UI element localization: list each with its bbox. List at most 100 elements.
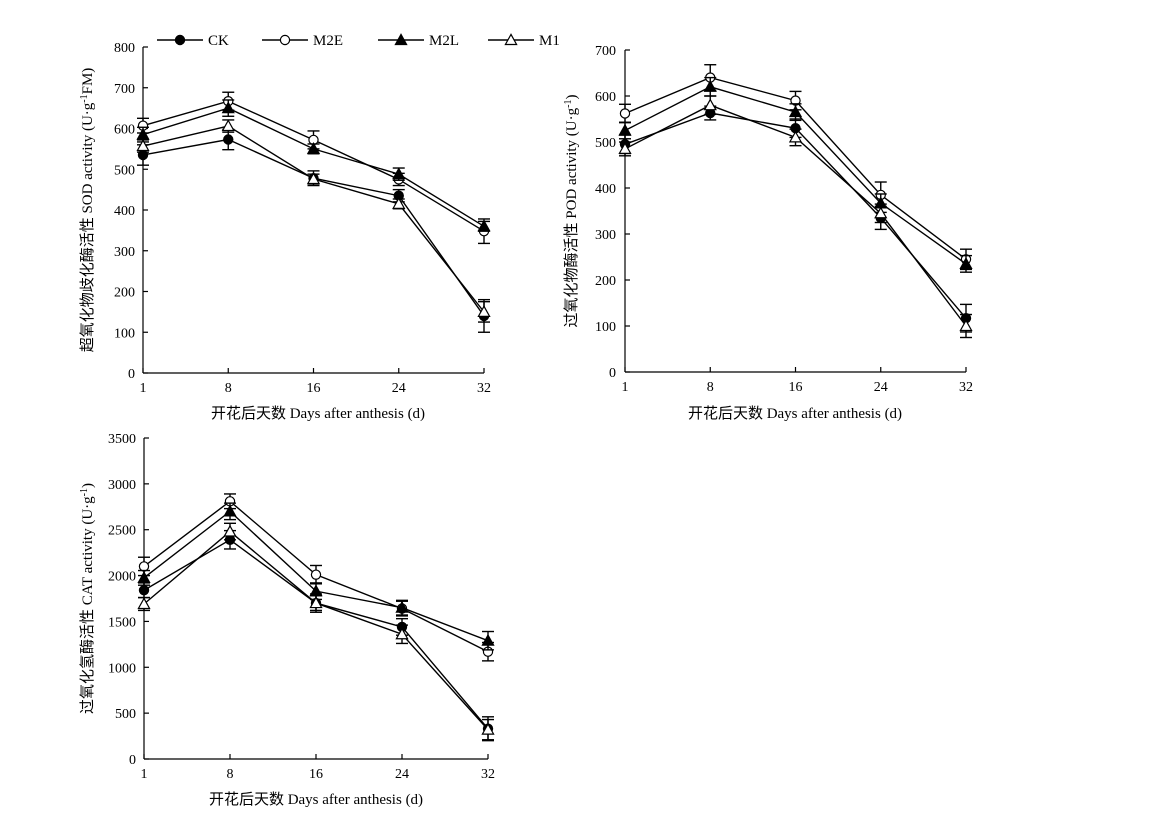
x-tick-label: 24: [392, 381, 406, 396]
y-tick-label: 0: [609, 366, 616, 381]
legend-marker: [394, 33, 408, 46]
data-point-m1: [703, 98, 717, 111]
y-axis-label-tail: FM): [80, 68, 96, 95]
x-tick-label: 32: [477, 381, 491, 396]
chart-panel-3: 0 500 1000 1500 2000 2500 3000 3500 1 8 16 24 32 开花后天…: [79, 432, 496, 808]
data-point-m2e: [310, 569, 322, 580]
data-point-ck: [138, 585, 150, 596]
data-point-m1: [221, 119, 235, 132]
series-m1: [136, 119, 491, 323]
data-point-m2l: [703, 79, 717, 92]
series-line-m2l: [142, 107, 485, 227]
data-point-m2l: [223, 504, 237, 517]
x-tick-label: 16: [789, 380, 803, 395]
data-point-m2l: [618, 123, 632, 136]
data-point-m1: [477, 305, 491, 317]
chart-panel-2: 0 100 200 300 400 500 600 700 1 8 16 24 32 开花后天数 Days…: [563, 44, 974, 422]
data-point-m2l: [395, 600, 409, 613]
y-tick-label: 500: [595, 136, 616, 151]
series-ck: [137, 128, 490, 333]
series-line-ck: [142, 138, 485, 317]
legend: CK M2E M2L M1: [157, 33, 560, 49]
data-point-m2l: [481, 633, 495, 646]
x-tick-label: 32: [959, 380, 973, 395]
data-point-m2l: [306, 142, 321, 154]
y-axis-label-superscript: -1: [79, 94, 90, 102]
data-point-m1: [306, 172, 321, 185]
y-tick-label: 700: [114, 82, 135, 97]
series-m2l: [137, 502, 495, 651]
series-m2l: [618, 76, 973, 273]
series-line-m2e: [142, 100, 485, 232]
x-axis-label: 开花后天数 Days after anthesis (d): [209, 791, 423, 808]
y-tick-label: 400: [114, 204, 135, 219]
y-axis-label-tail: ): [564, 95, 580, 100]
x-tick-label: 32: [481, 767, 495, 782]
data-point-m1: [136, 139, 150, 152]
y-axis-label-main: 过氧化物酶活性 POD activity (U·g: [563, 107, 580, 327]
y-tick-label: 800: [114, 41, 135, 56]
y-axis-label: 超氧化物歧化酶活性 SOD activity (U·g-1FM): [79, 68, 97, 353]
x-tick-label: 1: [140, 381, 147, 396]
x-tick-label: 1: [622, 380, 629, 395]
data-point-m2e: [138, 561, 150, 572]
data-point-m2e: [619, 108, 631, 119]
y-axis-label-main: 过氧化氢酶活性 CAT activity (U·g: [79, 496, 96, 714]
x-axis-label: 开花后天数 Days after anthesis (d): [688, 405, 902, 422]
series-ck: [138, 529, 494, 742]
y-tick-label: 2500: [108, 524, 136, 539]
y-axis-label-main: 超氧化物歧化酶活性 SOD activity (U·g: [79, 102, 96, 352]
data-point-m1: [874, 206, 888, 219]
series-m1: [618, 95, 973, 339]
x-tick-label: 8: [227, 767, 234, 782]
legend-item-m2e: M2E: [262, 33, 343, 49]
data-point-m2l: [788, 105, 803, 118]
data-point-m1: [309, 596, 323, 609]
series-line-m1: [143, 530, 489, 731]
data-point-m2l: [136, 127, 150, 140]
legend-marker: [279, 34, 291, 46]
y-axis-label-superscript: -1: [79, 488, 90, 496]
series-m2e: [619, 64, 972, 271]
data-point-m2l: [477, 219, 491, 232]
y-tick-label: 300: [114, 245, 135, 260]
y-tick-label: 200: [595, 274, 616, 289]
data-point-m2l: [959, 257, 973, 269]
x-axis-label: 开花后天数 Days after anthesis (d): [211, 405, 425, 422]
y-tick-label: 600: [114, 123, 135, 138]
chart-panel-1: 0 100 200 300 400 500 600 700 800 1 8 16 24 32 开花后天数 D…: [79, 41, 492, 422]
y-axis-label-tail: ): [80, 483, 96, 488]
x-tick-label: 24: [395, 767, 409, 782]
data-point-ck: [223, 134, 234, 145]
series-m1: [137, 522, 495, 741]
x-tick-label: 8: [225, 381, 232, 396]
legend-marker: [504, 33, 518, 46]
data-point-m1: [392, 197, 406, 209]
series-m2e: [137, 91, 490, 245]
y-tick-label: 200: [114, 286, 135, 301]
data-point-m1: [137, 597, 151, 610]
y-tick-label: 100: [114, 326, 135, 341]
y-tick-label: 100: [595, 320, 616, 335]
y-tick-label: 700: [595, 44, 616, 59]
legend-label: M2L: [429, 33, 459, 49]
y-tick-label: 0: [129, 753, 136, 768]
data-point-m2l: [137, 571, 151, 583]
y-tick-label: 500: [115, 707, 136, 722]
x-tick-label: 8: [707, 380, 714, 395]
data-point-m1: [223, 524, 237, 537]
y-tick-label: 0: [128, 367, 135, 382]
legend-label: CK: [208, 33, 229, 49]
legend-item-m2l: M2L: [378, 33, 459, 49]
y-axis-label: 过氧化物酶活性 POD activity (U·g-1): [563, 95, 581, 328]
data-point-m1: [959, 319, 973, 332]
y-axis-label: 过氧化氢酶活性 CAT activity (U·g-1): [79, 483, 97, 714]
data-point-m1: [788, 130, 803, 143]
legend-item-ck: CK: [157, 33, 229, 49]
y-tick-label: 3500: [108, 432, 136, 447]
y-axis-label-superscript: -1: [563, 100, 574, 108]
y-tick-label: 1500: [108, 615, 136, 630]
data-point-m2l: [221, 101, 235, 114]
series-m2e: [138, 493, 494, 662]
